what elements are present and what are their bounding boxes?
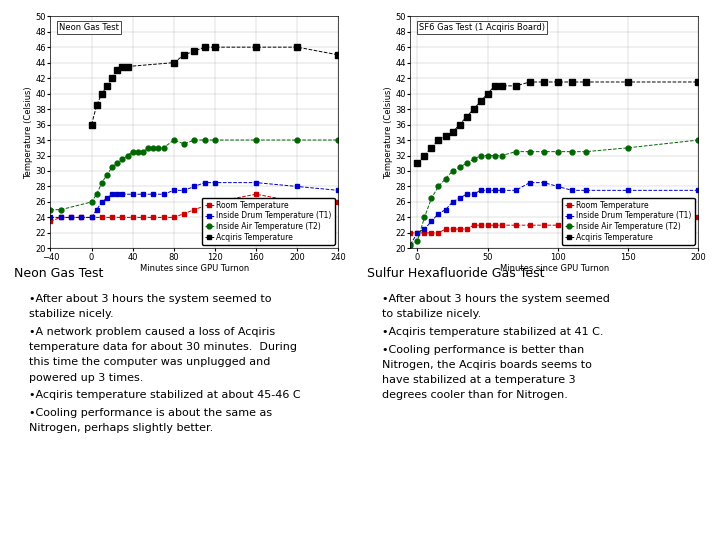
Text: •A network problem caused a loss of Acqiris: •A network problem caused a loss of Acqi… [29,327,275,338]
Legend: Room Temperature, Inside Drum Temperature (T1), Inside Air Temperature (T2), Acq: Room Temperature, Inside Drum Temperatur… [202,198,335,245]
Text: this time the computer was unplugged and: this time the computer was unplugged and [29,357,270,368]
X-axis label: Minutes since GPU Turnon: Minutes since GPU Turnon [140,265,249,273]
Text: temperature data for about 30 minutes.  During: temperature data for about 30 minutes. D… [29,342,297,353]
Text: •Acqiris temperature stabilized at 41 C.: •Acqiris temperature stabilized at 41 C. [382,327,603,338]
Text: Neon Gas Test: Neon Gas Test [59,23,119,32]
Legend: Room Temperature, Inside Drum Temperature (T1), Inside Air Temperature (T2), Acq: Room Temperature, Inside Drum Temperatur… [562,198,695,245]
Text: have stabilized at a temperature 3: have stabilized at a temperature 3 [382,375,575,386]
Y-axis label: Temperature (Celsius): Temperature (Celsius) [24,86,32,179]
Text: •Cooling performance is better than: •Cooling performance is better than [382,345,584,355]
Text: Neon Gas Test: Neon Gas Test [14,267,104,280]
Text: degrees cooler than for Nitrogen.: degrees cooler than for Nitrogen. [382,390,567,401]
X-axis label: Minutes since GPU Turnon: Minutes since GPU Turnon [500,265,609,273]
Y-axis label: Temperature (Celsius): Temperature (Celsius) [384,86,392,179]
Text: SF6 Gas Test (1 Acqiris Board): SF6 Gas Test (1 Acqiris Board) [419,23,545,32]
Text: •Cooling performance is about the same as: •Cooling performance is about the same a… [29,408,272,418]
Text: •After about 3 hours the system seemed: •After about 3 hours the system seemed [382,294,609,305]
Text: Sulfur Hexafluoride Gas Test: Sulfur Hexafluoride Gas Test [367,267,545,280]
Text: powered up 3 times.: powered up 3 times. [29,373,143,383]
Text: •After about 3 hours the system seemed to: •After about 3 hours the system seemed t… [29,294,271,305]
Text: Nitrogen, the Acqiris boards seems to: Nitrogen, the Acqiris boards seems to [382,360,591,370]
Text: to stabilize nicely.: to stabilize nicely. [382,309,481,320]
Text: stabilize nicely.: stabilize nicely. [29,309,114,320]
Text: Nitrogen, perhaps slightly better.: Nitrogen, perhaps slightly better. [29,423,213,434]
Text: •Acqiris temperature stabilized at about 45-46 C: •Acqiris temperature stabilized at about… [29,390,300,401]
